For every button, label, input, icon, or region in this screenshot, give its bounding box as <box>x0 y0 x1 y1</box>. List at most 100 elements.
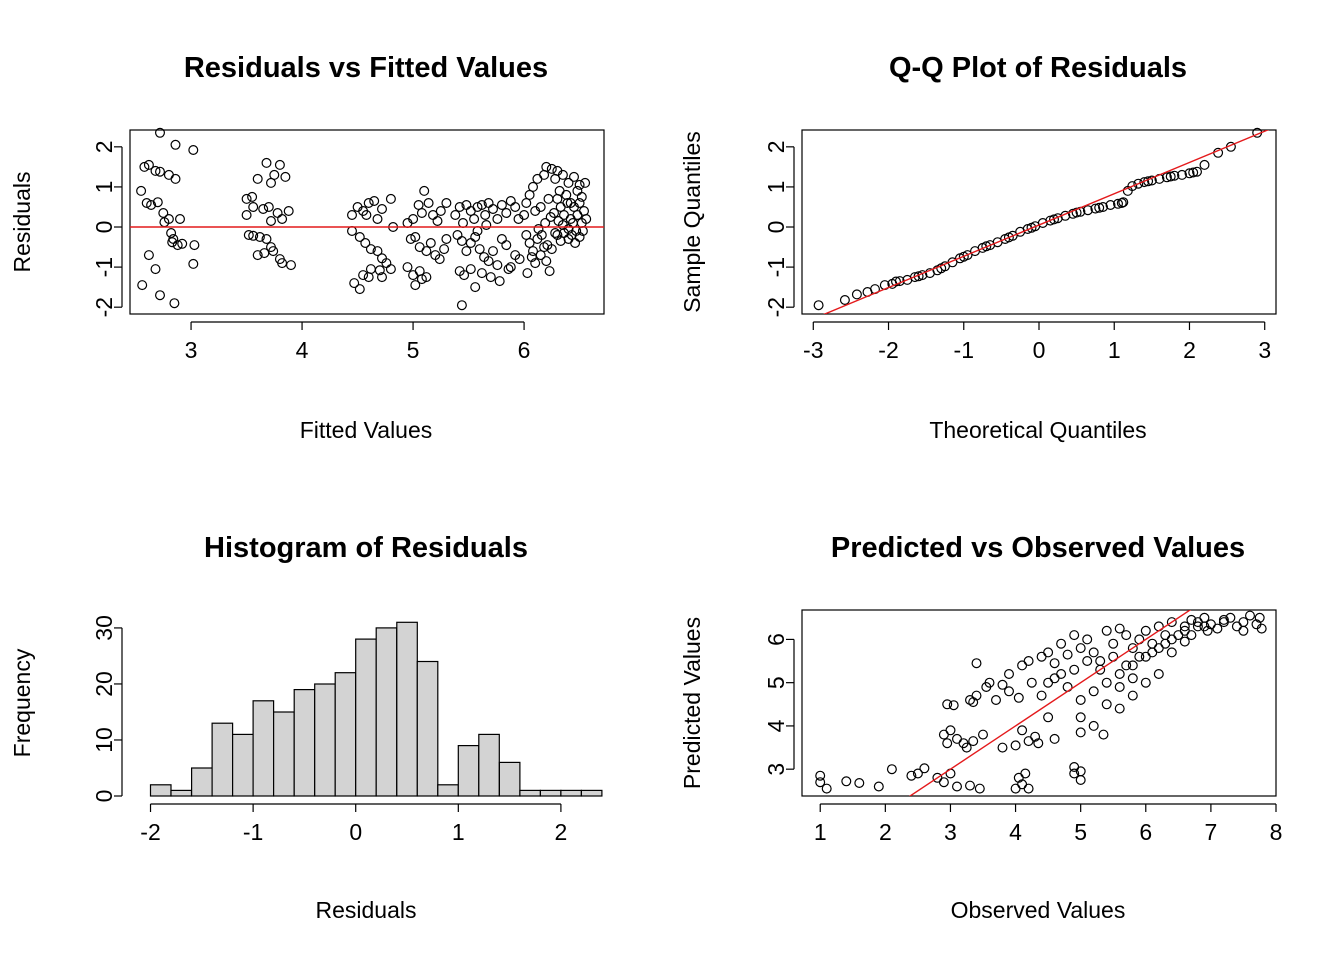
y-tick-label: 2 <box>91 140 117 153</box>
data-point <box>501 208 512 219</box>
y-tick-label: 2 <box>763 140 789 153</box>
data-point <box>1147 647 1158 658</box>
y-axis: -2 -1 0 1 2 <box>763 140 795 317</box>
data-point <box>476 200 487 211</box>
data-point <box>1017 725 1028 736</box>
data-point <box>503 264 514 275</box>
data-point <box>890 276 901 287</box>
histogram-bar <box>334 672 357 797</box>
data-point <box>906 770 917 781</box>
data-point <box>405 234 416 245</box>
data-point <box>1075 774 1086 785</box>
data-point <box>971 658 982 669</box>
data-point <box>572 185 583 196</box>
plot-frame <box>801 129 1277 315</box>
data-point <box>141 198 152 209</box>
data-point <box>1199 621 1210 632</box>
data-point <box>432 216 443 227</box>
data-point <box>1147 638 1158 649</box>
data-point <box>1114 703 1125 714</box>
data-point <box>496 200 507 211</box>
data-point <box>155 290 166 301</box>
data-point <box>456 300 467 311</box>
data-point <box>248 202 259 213</box>
data-point <box>1010 783 1021 794</box>
data-point <box>1095 655 1106 666</box>
data-point <box>1121 630 1132 641</box>
data-point <box>1127 660 1138 671</box>
x-axis-label: Observed Values <box>951 897 1126 923</box>
data-point <box>435 206 446 217</box>
data-point <box>410 232 421 243</box>
data-point <box>488 246 499 257</box>
data-point <box>365 244 376 255</box>
y-axis-label: Sample Quantiles <box>679 131 705 313</box>
data-point <box>1043 677 1054 688</box>
data-point <box>942 738 953 749</box>
scatter-points <box>813 127 1263 311</box>
x-tick-label: 2 <box>555 819 568 845</box>
data-point <box>1020 768 1031 779</box>
data-point <box>1165 171 1176 182</box>
data-point <box>266 216 277 227</box>
data-point <box>252 173 263 184</box>
data-point <box>942 699 953 710</box>
x-tick-label: 1 <box>1108 337 1121 363</box>
data-point <box>815 770 826 781</box>
data-point <box>1169 170 1180 181</box>
data-point <box>1026 222 1037 233</box>
x-tick-label: 5 <box>1074 819 1087 845</box>
data-point <box>1017 660 1028 671</box>
data-point <box>261 234 272 245</box>
data-point <box>243 230 254 241</box>
data-point <box>283 206 294 217</box>
data-point <box>1088 720 1099 731</box>
data-point <box>546 163 557 174</box>
histogram-bar <box>149 784 172 797</box>
data-point <box>494 276 505 287</box>
y-tick-label: 5 <box>763 676 789 689</box>
data-point <box>886 764 897 775</box>
x-tick-label: -2 <box>140 819 160 845</box>
data-point <box>813 300 824 311</box>
data-point <box>1179 636 1190 647</box>
data-point <box>572 210 583 221</box>
data-point <box>459 270 470 281</box>
y-tick-label: 6 <box>763 633 789 646</box>
x-tick-label: 8 <box>1270 819 1283 845</box>
data-point <box>241 193 252 204</box>
data-point <box>167 237 178 248</box>
data-point <box>527 181 538 192</box>
data-point <box>1140 625 1151 636</box>
data-point <box>1026 677 1037 688</box>
data-point <box>172 240 183 251</box>
data-point <box>1188 167 1199 178</box>
y-tick-label: 20 <box>91 671 117 697</box>
data-point <box>259 248 270 259</box>
data-point <box>1049 673 1060 684</box>
x-tick-label: 1 <box>814 819 827 845</box>
data-point <box>909 272 920 283</box>
data-point <box>815 777 826 788</box>
data-point <box>535 202 546 213</box>
data-point <box>354 232 365 243</box>
data-point <box>984 677 995 688</box>
data-point <box>280 171 291 182</box>
data-point <box>377 272 388 283</box>
histogram-bar <box>191 767 213 797</box>
y-tick-label: -2 <box>91 297 117 317</box>
data-point <box>1186 630 1197 641</box>
data-point <box>1036 690 1047 701</box>
data-point <box>372 246 383 257</box>
data-point <box>177 238 188 249</box>
data-point <box>266 177 277 188</box>
histogram-bar <box>580 789 603 797</box>
data-point <box>1094 202 1105 213</box>
y-tick-label: 10 <box>91 727 117 753</box>
data-point <box>510 202 521 213</box>
histogram-bar <box>252 700 275 797</box>
data-point <box>1048 214 1059 225</box>
x-axis: -2 -1 0 1 2 <box>140 803 568 845</box>
scatter-points <box>136 127 592 311</box>
histogram-bar <box>560 789 583 797</box>
